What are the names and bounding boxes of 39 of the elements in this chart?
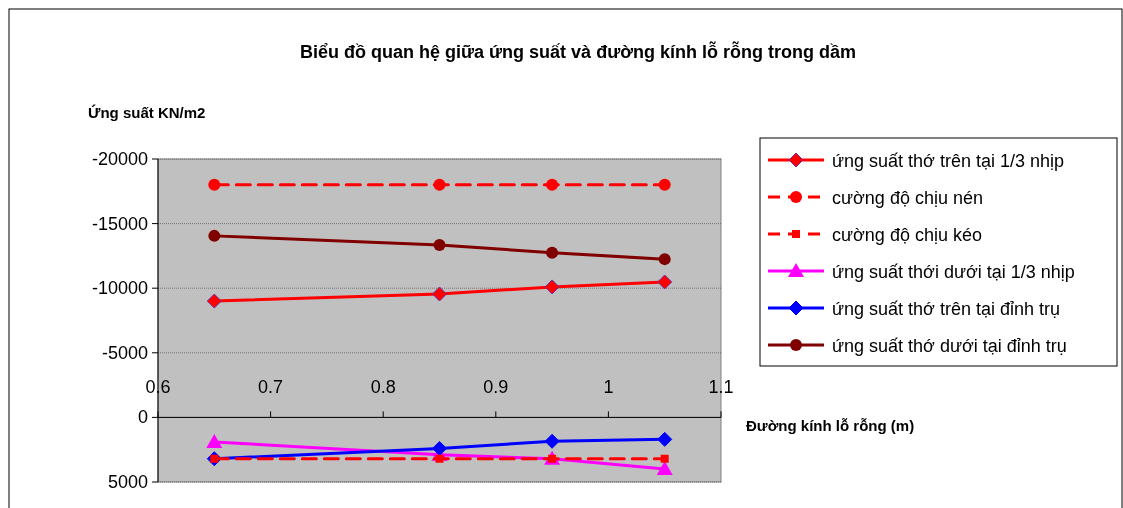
x-tick-label: 0.7 [258,377,284,398]
chart-title: Biểu đồ quan hệ giữa ứng suất và đường kính lỗ rỗng trong dầm [300,41,856,62]
point [546,246,559,259]
point [432,286,447,302]
legend-label: cường độ chịu kéo [832,225,982,245]
y-axis-title: Ứng suất KN/m2 [88,104,206,121]
point [206,293,222,309]
y-tick-label: 0 [137,407,148,428]
x-axis-title: Đường kính lỗ rỗng (m) [746,417,915,434]
point [657,431,673,447]
point [660,454,669,463]
y-tick-label: 5000 [107,472,148,492]
point [658,178,671,191]
point [208,178,221,191]
point [546,178,559,191]
point [544,279,560,295]
legend-label: ứng suất thới dưới tại 1/3 nhịp [832,262,1075,282]
point [435,454,444,463]
x-tick-label: 0.9 [483,377,509,398]
point [432,440,447,456]
point [206,433,223,448]
point [433,178,446,191]
legend-label: cường độ chịu nén [832,188,983,208]
point [544,433,560,449]
y-tick-label: -20000 [91,149,148,169]
point [658,253,671,266]
point [208,229,221,242]
x-tick-label: 0.8 [370,377,396,398]
legend-label: ứng suất thớ dưới tại đỉnh trụ [832,336,1067,356]
legend-label: ứng suất thớ trên tại 1/3 nhịp [832,151,1064,171]
x-tick-label: 1 [603,377,614,398]
legend-label: ứng suất thớ trên tại đỉnh trụ [832,299,1060,319]
x-tick-label: 1.1 [708,377,734,398]
point [657,274,673,290]
y-tick-label: -15000 [91,213,148,234]
point [656,461,673,476]
y-tick-label: -5000 [101,342,148,363]
point [433,238,446,251]
y-tick-label: -10000 [91,278,148,299]
